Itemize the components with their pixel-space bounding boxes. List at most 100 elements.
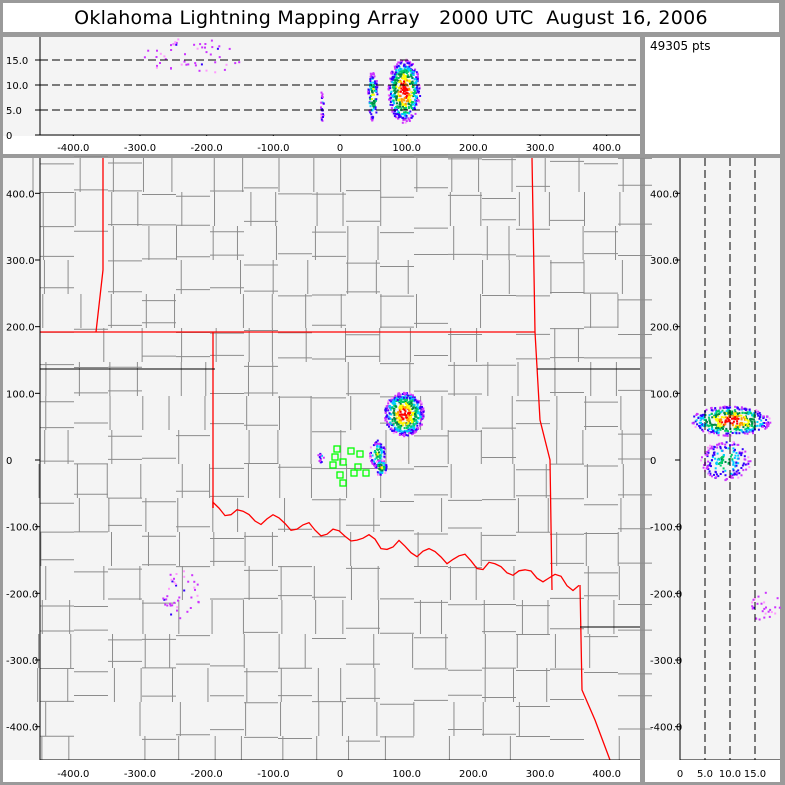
side-source (750, 424, 753, 427)
alt-source (404, 93, 407, 95)
map-source (388, 425, 390, 428)
alt-source (228, 47, 231, 50)
alt-source (398, 73, 401, 76)
map-source (171, 580, 174, 583)
map-source (387, 415, 390, 418)
alt-source (402, 112, 405, 115)
station-marker (329, 461, 337, 469)
side-source (765, 418, 768, 421)
alt-source (410, 70, 413, 73)
map-source (392, 407, 395, 410)
map-source (403, 435, 406, 438)
side-source (748, 431, 751, 433)
map-source (401, 393, 404, 395)
alt-source (320, 106, 322, 109)
map-source (319, 457, 322, 460)
map-source (383, 452, 386, 455)
alt-source (204, 46, 206, 49)
alt-source (390, 94, 393, 97)
alt-source (409, 110, 412, 113)
map-source (414, 429, 417, 432)
map-source (193, 580, 196, 583)
alt-source (183, 60, 186, 63)
alt-source (194, 62, 197, 65)
alt-source (370, 113, 373, 116)
alt-source (388, 84, 391, 87)
alt-source (408, 62, 410, 65)
side-source (724, 474, 727, 477)
alt-source (387, 88, 390, 91)
alt-source (398, 105, 401, 108)
side-source (764, 427, 767, 430)
side-source (699, 424, 702, 427)
side-source (702, 430, 705, 433)
alt-source (321, 119, 324, 122)
side-source (763, 616, 766, 619)
alt-source (402, 77, 404, 80)
map-source (420, 419, 423, 422)
alt-source (406, 76, 409, 78)
map-source (380, 455, 383, 458)
side-source (757, 410, 760, 413)
map-source (395, 400, 398, 402)
side-source (753, 412, 756, 415)
side-source (726, 408, 729, 411)
map-source (417, 400, 420, 403)
side-source (719, 428, 722, 431)
map-source (411, 431, 414, 434)
side-source (746, 430, 749, 433)
side-source (731, 424, 734, 427)
map-source (412, 432, 415, 435)
alt-source (405, 65, 408, 68)
alt-source (405, 100, 408, 103)
map-xaxis-bg (3, 760, 640, 782)
map-source (385, 464, 388, 467)
alt-source (371, 119, 374, 122)
map-source (408, 412, 411, 414)
map-source (319, 460, 322, 463)
map-source (404, 394, 407, 397)
side-source (732, 420, 735, 423)
alt-source (398, 114, 400, 117)
alt-source (391, 100, 394, 103)
alt-source (402, 117, 405, 120)
map-source (193, 586, 196, 589)
alt-source (390, 107, 393, 110)
alt-source (409, 100, 412, 103)
alt-source (403, 111, 406, 114)
alt-source (371, 91, 374, 94)
alt-source (399, 79, 402, 82)
side-source (741, 423, 744, 426)
map-source (405, 427, 408, 429)
side-source (751, 601, 754, 604)
alt-source (388, 94, 391, 97)
alt-y-tick-label: 5.0 (6, 106, 22, 117)
map-source (403, 431, 406, 434)
alt-source (411, 77, 414, 79)
alt-source (392, 85, 395, 88)
alt-source (403, 77, 406, 80)
map-source (377, 464, 380, 467)
side-source (697, 417, 700, 419)
side-x-tick-label: 15.0 (744, 769, 766, 780)
alt-source (214, 61, 217, 64)
map-source (392, 402, 395, 405)
alt-source (406, 79, 409, 82)
side-source (776, 597, 779, 600)
side-source (749, 417, 752, 420)
alt-source (320, 91, 323, 94)
alt-source (394, 112, 397, 115)
map-source (396, 399, 399, 401)
alt-source (416, 73, 419, 76)
map-source (378, 455, 381, 458)
side-source (707, 473, 710, 476)
side-source (715, 463, 718, 466)
alt-source (388, 86, 390, 89)
side-source (744, 416, 747, 419)
map-source (421, 408, 424, 411)
side-source (741, 407, 744, 410)
side-source (695, 414, 698, 416)
map-source (408, 409, 410, 412)
side-source (718, 462, 720, 465)
alt-source (414, 101, 417, 104)
